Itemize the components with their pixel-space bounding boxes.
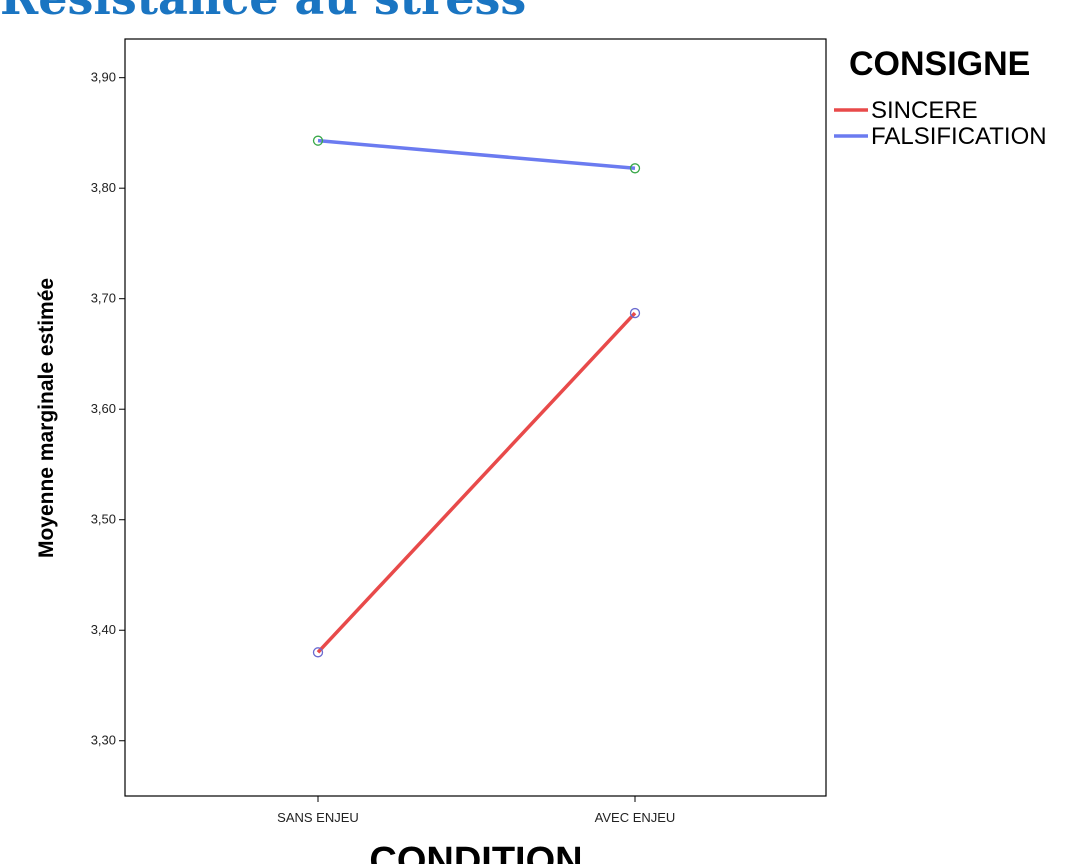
y-tick-label: 3,30 [91, 733, 116, 748]
y-tick-label: 3,90 [91, 70, 116, 85]
legend-label-sincere: SINCERE [871, 97, 978, 124]
y-tick-label: 3,60 [91, 401, 116, 416]
y-tick-label: 3,80 [91, 180, 116, 195]
y-tick-label: 3,40 [91, 622, 116, 637]
data-point-sincere [312, 647, 324, 658]
x-axis-ticks: SANS ENJEU AVEC ENJEU [277, 796, 675, 825]
series-line-falsification [317, 138, 636, 171]
data-point-sincere [629, 307, 641, 319]
x-tick-label: SANS ENJEU [277, 810, 359, 825]
x-tick-label: AVEC ENJEU [595, 810, 676, 825]
data-point-falsification [629, 163, 641, 174]
legend-title: CONSIGNE [849, 45, 1030, 83]
series-line-sincere [316, 311, 637, 654]
legend-label-falsification: FALSIFICATION [871, 123, 1047, 150]
chart-title: Résistance au stress [0, 0, 526, 28]
plot-frame [124, 38, 827, 797]
series-lines [316, 138, 637, 654]
series-markers [312, 135, 641, 658]
y-tick-label: 3,50 [91, 512, 116, 527]
data-point-falsification [312, 135, 324, 146]
y-tick-label: 3,70 [91, 291, 116, 306]
y-axis-ticks: 3,30 3,40 3,50 3,60 3,70 3,80 3,90 [91, 70, 125, 748]
x-axis-title: CONDITION [369, 840, 582, 864]
y-axis-title: Moyenne marginale estimée [35, 278, 58, 558]
